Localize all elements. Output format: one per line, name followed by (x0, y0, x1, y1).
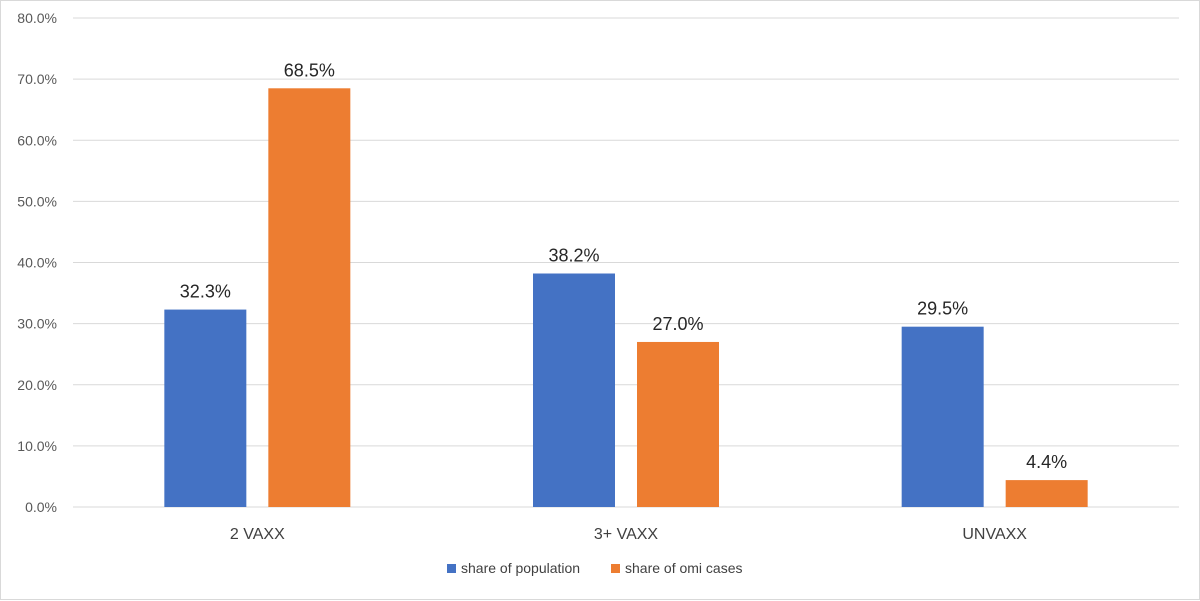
bar (268, 88, 351, 507)
legend-label: share of omi cases (625, 560, 743, 576)
data-label: 38.2% (548, 246, 599, 266)
y-tick-label: 30.0% (17, 316, 57, 332)
category-label: UNVAXX (962, 526, 1027, 543)
bar (533, 273, 615, 507)
legend-label: share of population (461, 560, 580, 576)
category-label: 3+ VAXX (594, 526, 659, 543)
y-tick-label: 60.0% (17, 132, 57, 148)
data-label: 4.4% (1026, 452, 1067, 472)
y-tick-label: 40.0% (17, 255, 57, 271)
legend-swatch (447, 564, 456, 573)
data-label: 32.3% (180, 282, 231, 302)
bar (901, 326, 984, 507)
data-label: 29.5% (917, 299, 968, 319)
y-tick-label: 70.0% (17, 71, 57, 87)
legend-swatch (611, 564, 620, 573)
bar (1005, 480, 1088, 507)
bar (637, 341, 719, 507)
data-label: 27.0% (652, 314, 703, 334)
y-tick-label: 0.0% (25, 499, 57, 515)
y-tick-label: 80.0% (17, 10, 57, 26)
y-tick-label: 10.0% (17, 438, 57, 454)
y-tick-label: 50.0% (17, 193, 57, 209)
bar (164, 309, 247, 507)
category-label: 2 VAXX (230, 526, 285, 543)
data-label: 68.5% (284, 60, 335, 80)
y-tick-label: 20.0% (17, 377, 57, 393)
